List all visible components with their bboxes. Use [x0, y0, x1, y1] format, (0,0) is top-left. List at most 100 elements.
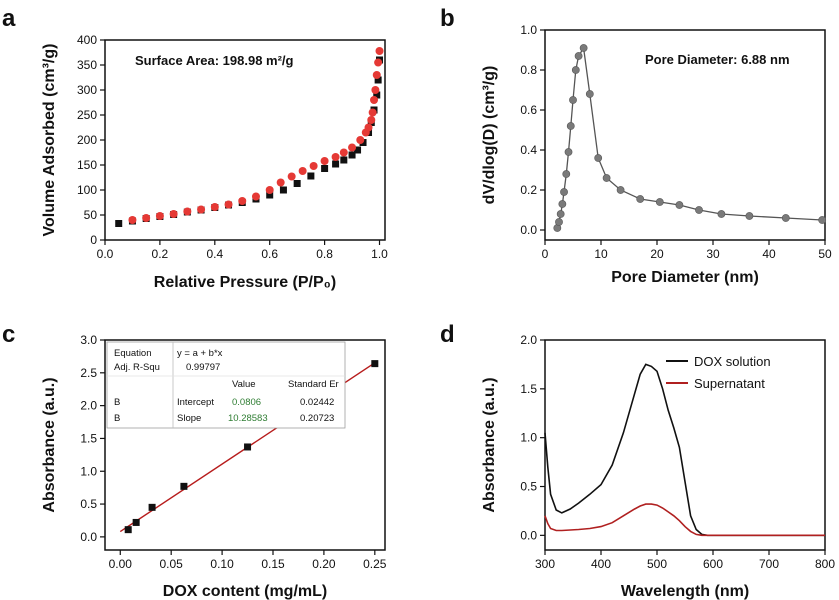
panel-b-annotation: Pore Diameter: 6.88 nm — [645, 52, 790, 67]
panel-b-ytick-label-2: 0.4 — [520, 143, 537, 157]
pore-point-16 — [636, 195, 645, 203]
pore-point-15 — [616, 186, 625, 194]
panel-a-ytick-label-4: 200 — [77, 133, 97, 147]
panel-c-xtick-label-1: 0.05 — [160, 557, 184, 571]
panel-b-ticks: 0 10 20 30 40 50 0.0 0.2 0.4 0.6 0.8 1.0 — [520, 23, 832, 261]
pore-point-4 — [560, 188, 568, 196]
desorption-point-8 — [361, 128, 370, 137]
panel-c-ytick-label-1: 0.5 — [80, 497, 97, 511]
pore-point-1 — [555, 218, 563, 226]
adsorption-point-15 — [321, 165, 329, 172]
pore-point-10 — [574, 52, 583, 60]
panel-d-xlabel: Wavelength (nm) — [621, 583, 749, 600]
desorption-point-13 — [320, 157, 329, 165]
panel-a-ytick-label-6: 300 — [77, 83, 97, 97]
panel-a-ytick-label-5: 250 — [77, 108, 97, 122]
desorption-point-16 — [287, 172, 296, 181]
panel-c-ytick-label-5: 2.5 — [80, 366, 97, 380]
desorption-point-12 — [331, 153, 340, 161]
desorption-point-24 — [183, 207, 192, 216]
desorption-point-27 — [142, 214, 151, 222]
pore-point-8 — [569, 96, 577, 104]
panel-a-ytick-label-1: 50 — [84, 208, 98, 222]
panel-a-ticks: 0.0 0.2 0.4 0.6 0.8 1.0 0 50 100 150 200 250 300 350 4… — [77, 33, 388, 261]
desorption-point-20 — [238, 197, 247, 205]
calibration-point-2 — [148, 503, 156, 511]
panel-a-marks — [115, 47, 384, 227]
panel-c-xlabel: DOX content (mg/mL) — [163, 583, 327, 600]
panel-c-xtick-label-5: 0.25 — [363, 557, 387, 571]
desorption-point-5 — [368, 108, 377, 117]
panel-b-xtick-label-1: 10 — [594, 247, 608, 261]
desorption-point-4 — [370, 96, 379, 104]
panel-c-ytick-label-4: 2.0 — [80, 399, 97, 413]
desorption-point-3 — [371, 86, 380, 94]
dox-solution-line — [544, 363, 825, 537]
desorption-point-22 — [210, 203, 219, 211]
adsorption-point-13 — [293, 180, 301, 187]
panel-c-xtick-label-3: 0.15 — [261, 557, 285, 571]
panel-b-ytick-label-3: 0.6 — [520, 103, 537, 117]
panel-c-ytick-label-2: 1.0 — [80, 464, 97, 478]
panel-d-frame — [544, 339, 826, 551]
pore-point-3 — [558, 200, 567, 208]
panel-d-ylabel: Absorbance (a.u.) — [481, 377, 498, 512]
panel-d-ytick-label-0: 0.0 — [520, 528, 537, 542]
desorption-point-14 — [309, 162, 318, 170]
pore-point-12 — [585, 90, 594, 98]
panel-a-annotation: Surface Area: 198.98 m²/g — [135, 53, 294, 68]
pore-point-22 — [781, 214, 790, 222]
panel-b-xtick-label-2: 20 — [650, 247, 664, 261]
panel-c-xtick-label-0: 0.00 — [109, 557, 133, 571]
panel-b-frame — [544, 29, 826, 241]
calibration-point-3 — [180, 482, 188, 490]
fit-equation-value: y = a + b*x — [177, 348, 223, 359]
desorption-point-26 — [155, 212, 164, 220]
panel-c-frame — [104, 339, 386, 551]
panel-a-ytick-label-0: 0 — [90, 233, 97, 247]
calibration-point-5 — [371, 360, 379, 368]
desorption-point-2 — [372, 71, 381, 79]
pore-point-9 — [571, 66, 580, 74]
panel-d-xtick-label-0: 300 — [535, 557, 555, 571]
calibration-point-0 — [124, 526, 132, 534]
panel-d-ytick-label-1: 0.5 — [520, 480, 537, 494]
adsorption-point-18 — [348, 151, 356, 159]
panel-b-ytick-label-0: 0.0 — [520, 223, 537, 237]
panel-d-ytick-label-4: 2.0 — [520, 333, 537, 347]
pore-point-11 — [579, 44, 588, 52]
fit-row1-err: 0.02442 — [300, 397, 334, 408]
panel-d-ticks: 300 400 500 600 700 800 0.0 0.5 1.0 1.5 2.0 — [520, 333, 835, 571]
adsorption-point-14 — [307, 172, 315, 180]
pore-point-23 — [818, 216, 827, 224]
pore-point-2 — [556, 210, 565, 218]
panel-b-ylabel: dV/dlog(D) (cm³/g) — [481, 66, 498, 205]
adsorption-point-25 — [374, 76, 382, 84]
calibration-point-1 — [132, 518, 140, 526]
supernatant-line — [544, 503, 825, 537]
fit-row2-err: 0.20723 — [300, 413, 334, 424]
fit-adjr-value: 0.99797 — [186, 362, 220, 373]
panel-d: d 300 400 500 600 700 800 0.0 0.5 1.0 1.5 2.0 DOX … — [440, 321, 835, 600]
adsorption-point-19 — [354, 146, 362, 154]
panel-a: a 0.0 0.2 0.4 0.6 0.8 1.0 0 50 100 150 200 250 300 35… — [2, 5, 388, 291]
fit-adjr-label: Adj. R-Squ — [114, 362, 160, 373]
pore-point-21 — [745, 212, 754, 220]
panel-a-xlabel: Relative Pressure (P/P₀) — [154, 274, 336, 291]
panel-c: c 0.00 0.05 0.10 0.15 0.20 0.25 0.0 0.5 1.0 1.5 2.… — [2, 321, 387, 600]
panel-c-ticks: 0.00 0.05 0.10 0.15 0.20 0.25 0.0 0.5 1.0 1.5 2.0 2… — [80, 333, 387, 571]
desorption-point-1 — [374, 58, 383, 67]
panel-c-xtick-label-2: 0.10 — [210, 557, 234, 571]
panel-a-ylabel: Volume Adsorbed (cm³/g) — [41, 44, 58, 237]
fit-col-stderr: Standard Er — [288, 379, 339, 390]
panel-c-ytick-label-6: 3.0 — [80, 333, 97, 347]
fit-table-box — [106, 341, 346, 429]
pore-point-14 — [602, 174, 611, 182]
pore-point-19 — [695, 206, 703, 214]
desorption-point-9 — [356, 136, 365, 144]
panel-a-ytick-label-2: 100 — [77, 183, 97, 197]
panel-b-xtick-label-4: 40 — [762, 247, 776, 261]
adsorption-point-12 — [279, 186, 287, 194]
fit-row1-value: 0.0806 — [232, 397, 261, 408]
